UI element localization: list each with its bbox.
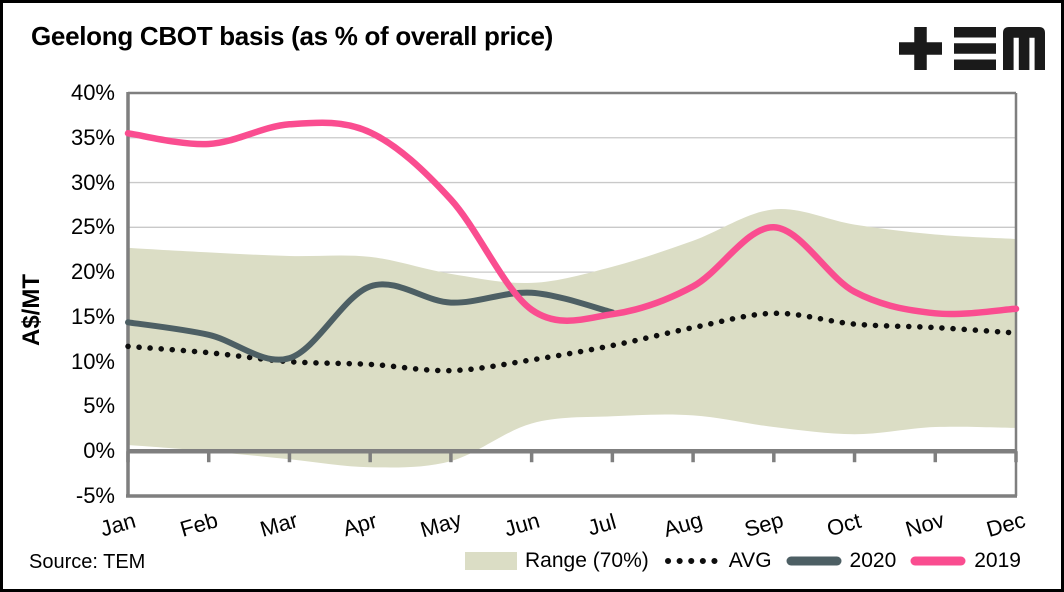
y-tick-label: 30%	[70, 170, 115, 195]
legend-item-label: Range (70%)	[525, 549, 649, 572]
y-tick-label: 20%	[70, 259, 115, 284]
chart-title: Geelong CBOT basis (as % of overall pric…	[31, 21, 553, 51]
legend-item-label: AVG	[728, 549, 772, 572]
line-2020-icon	[786, 556, 842, 566]
range-band	[128, 209, 1016, 468]
y-tick-label: 0%	[83, 438, 115, 463]
line-2019-icon	[910, 556, 966, 566]
legend-item-label: 2020	[849, 549, 897, 572]
y-tick-label: 40%	[70, 80, 115, 105]
range-swatch-icon	[465, 552, 517, 570]
y-tick-label: 25%	[70, 214, 115, 239]
legend-item-avg: AVG	[663, 549, 772, 573]
tem-logo	[899, 27, 1045, 70]
y-tick-label: 10%	[70, 349, 115, 374]
chart-canvas	[124, 91, 1020, 498]
line-2020	[125, 281, 616, 363]
legend-item-2019: 2019	[910, 549, 1021, 573]
line-2019	[124, 119, 1020, 324]
source-note: Source: TEM	[29, 551, 146, 573]
tem-logo-glyphs	[899, 27, 1045, 70]
legend-item-2020: 2020	[786, 549, 897, 573]
y-tick-label: -5%	[75, 483, 115, 508]
avg-dots-icon	[664, 558, 721, 564]
legend: Range (70%) AVG 2020 2019	[465, 549, 1021, 573]
legend-item-label: 2019	[974, 549, 1021, 572]
legend-item-range: Range (70%)	[465, 549, 649, 573]
y-tick-label: 35%	[70, 125, 115, 150]
y-tick-label: 15%	[70, 304, 115, 329]
y-tick-label: 5%	[83, 393, 115, 418]
